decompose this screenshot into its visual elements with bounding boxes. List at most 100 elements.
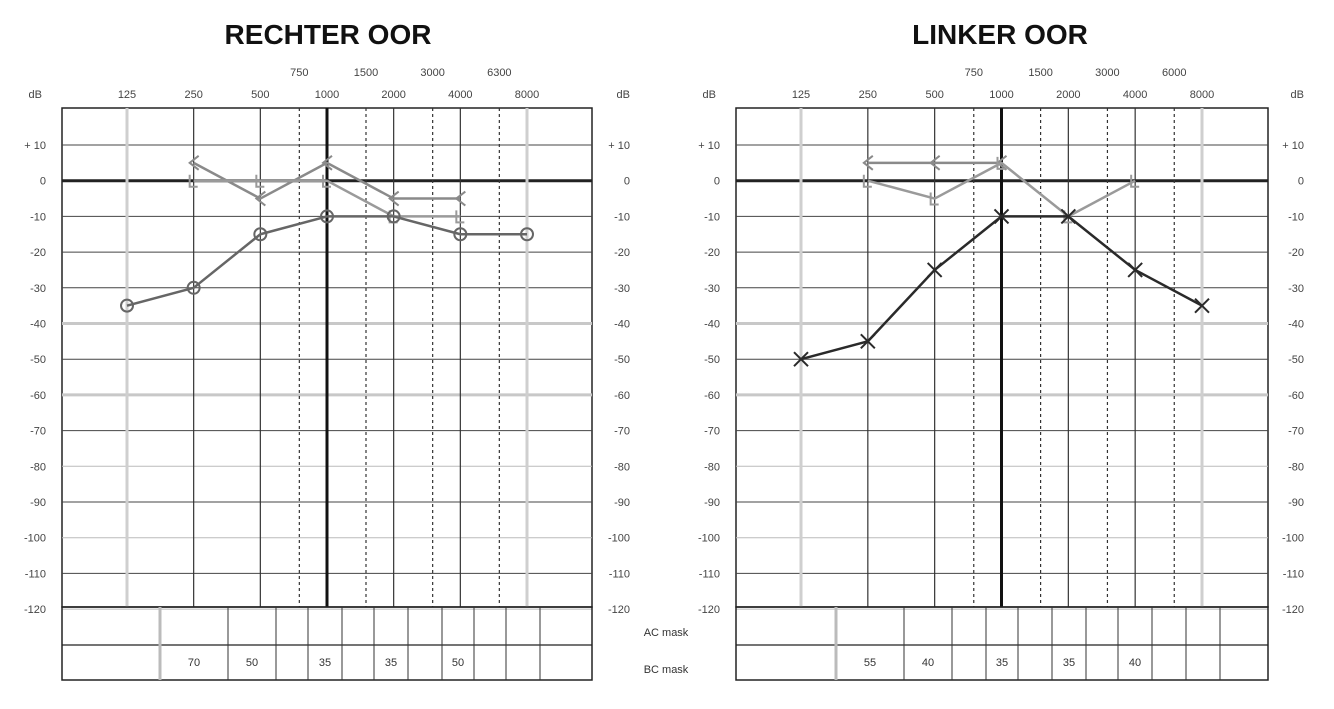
y-tick-label-right: -30 (614, 283, 630, 295)
y-tick-label-left: -80 (704, 461, 720, 473)
data-point-bracket (254, 190, 266, 207)
y-tick-label-left: -50 (704, 354, 720, 366)
data-point-bracket (322, 174, 331, 188)
y-tick-label-left: -120 (24, 604, 46, 616)
y-tick-label-right: -10 (614, 211, 630, 223)
data-point-circle (453, 227, 468, 242)
data-point-circle (386, 209, 401, 224)
y-tick-label-right: -70 (1288, 426, 1304, 438)
bc-mask-value: 50 (452, 657, 464, 669)
y-tick-label-left: -40 (704, 319, 720, 331)
y-tick-label-left: -10 (30, 211, 46, 223)
x-tick-label: 1000 (315, 89, 339, 101)
y-tick-label-right: -100 (608, 533, 630, 545)
x-tick-label: 2000 (1056, 89, 1080, 101)
data-point-bracket (929, 192, 939, 206)
x-tick-label-interoctave: 1500 (1028, 67, 1052, 79)
y-tick-label-right: -120 (1282, 604, 1304, 616)
bc-mask-value: 50 (246, 657, 258, 669)
data-point-cross (1060, 208, 1077, 225)
data-point-bracket (1130, 174, 1140, 188)
chart-title: LINKER OOR (912, 19, 1088, 50)
x-tick-label-interoctave: 3000 (420, 67, 444, 79)
y-axis-unit-left: dB (703, 89, 716, 101)
data-point-bracket (454, 190, 466, 207)
chart-title: RECHTER OOR (225, 19, 432, 50)
data-point-cross (1194, 297, 1210, 314)
y-tick-label-right: 0 (624, 176, 630, 188)
mask-table-frame (61, 606, 593, 681)
x-tick-label-interoctave: 6000 (1162, 67, 1186, 79)
y-tick-label-left: -30 (30, 283, 46, 295)
y-tick-label-left: -30 (704, 283, 720, 295)
y-tick-label-right: -50 (614, 354, 630, 366)
y-tick-label-right: -100 (1282, 533, 1304, 545)
x-tick-label: 500 (251, 89, 269, 101)
y-tick-label-left: -70 (704, 426, 720, 438)
data-point-cross (926, 262, 943, 278)
x-tick-label: 4000 (1123, 89, 1147, 101)
x-tick-label-interoctave: 750 (965, 67, 983, 79)
y-tick-label-right: -90 (1288, 497, 1304, 509)
x-tick-label-interoctave: 750 (290, 67, 308, 79)
bc-mask-value: 35 (319, 657, 331, 669)
x-tick-label: 250 (184, 89, 202, 101)
y-tick-label-left: -10 (704, 211, 720, 223)
y-tick-label-right: -20 (1288, 247, 1304, 259)
y-tick-label-right: -120 (608, 604, 630, 616)
y-tick-label-left: -100 (24, 533, 46, 545)
y-tick-label-left: -90 (704, 497, 720, 509)
y-tick-label-left: -60 (704, 390, 720, 402)
y-tick-label-right: -80 (1288, 461, 1304, 473)
data-point-bracket (996, 156, 1006, 170)
x-tick-label: 125 (118, 89, 136, 101)
x-tick-label: 500 (925, 89, 943, 101)
mask-table-frame (735, 606, 1269, 681)
data-point-circle (120, 298, 134, 313)
y-tick-label-right: -20 (614, 247, 630, 259)
y-tick-label-left: -90 (30, 497, 46, 509)
bc-mask-value: 35 (1063, 657, 1075, 669)
y-tick-label-right: 0 (1298, 176, 1304, 188)
data-point-circle (186, 280, 201, 295)
y-tick-label-left: 0 (40, 176, 46, 188)
data-point-cross (993, 208, 1010, 225)
y-tick-label-right: -70 (614, 426, 630, 438)
y-tick-label-left: -110 (699, 568, 720, 580)
x-tick-label: 8000 (1190, 89, 1214, 101)
y-axis-unit-left: dB (29, 89, 42, 101)
series-line (193, 161, 461, 200)
y-tick-label-right: + 10 (608, 140, 630, 152)
x-tick-label-interoctave: 6300 (487, 67, 511, 79)
y-axis-unit-right: dB (1291, 89, 1304, 101)
data-point-bracket (862, 155, 874, 171)
data-point-circle (520, 227, 534, 242)
x-tick-label-interoctave: 3000 (1095, 67, 1119, 79)
y-tick-label-right: -30 (1288, 283, 1304, 295)
x-tick-label: 125 (792, 89, 810, 101)
y-tick-label-right: -60 (614, 390, 630, 402)
data-point-bracket (1063, 210, 1073, 224)
y-tick-label-right: -60 (1288, 390, 1304, 402)
y-tick-label-left: -20 (704, 247, 720, 259)
data-point-bracket (188, 174, 198, 188)
data-point-cross (1127, 262, 1143, 278)
y-tick-label-left: -20 (30, 247, 46, 259)
bc-mask-value: 35 (996, 657, 1008, 669)
y-tick-label-left: -80 (30, 461, 46, 473)
y-tick-label-right: -110 (1283, 568, 1304, 580)
y-tick-label-left: -60 (30, 390, 46, 402)
y-tick-label-left: + 10 (698, 140, 720, 152)
data-point-circle (320, 209, 334, 224)
y-tick-label-left: -50 (30, 354, 46, 366)
data-point-bracket (862, 174, 872, 188)
x-tick-label: 8000 (515, 89, 539, 101)
y-tick-label-right: + 10 (1282, 140, 1304, 152)
y-tick-label-right: -80 (614, 461, 630, 473)
y-axis-unit-right: dB (617, 89, 630, 101)
y-tick-label-right: -50 (1288, 354, 1304, 366)
x-tick-label: 2000 (381, 89, 405, 101)
x-tick-label-interoctave: 1500 (354, 67, 378, 79)
series-line (126, 215, 527, 307)
